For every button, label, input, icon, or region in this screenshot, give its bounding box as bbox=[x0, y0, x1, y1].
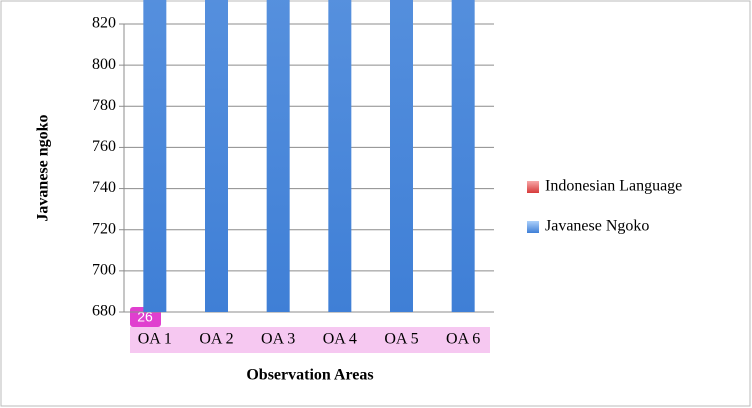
x-tick-label: OA 6 bbox=[446, 331, 480, 348]
bar-segment bbox=[205, 0, 228, 312]
x-tick-label: OA 3 bbox=[261, 331, 295, 348]
bar-segment bbox=[390, 0, 413, 312]
annotation: 26 bbox=[137, 309, 153, 325]
y-tick-label: 680 bbox=[92, 303, 116, 320]
bar-segment bbox=[266, 0, 290, 312]
y-tick-label: 700 bbox=[92, 262, 116, 279]
x-tick-label: OA 4 bbox=[323, 331, 357, 348]
y-tick-label: 800 bbox=[92, 56, 116, 73]
legend-label: Indonesian Language bbox=[545, 178, 682, 195]
legend-label: Javanese Ngoko bbox=[545, 218, 649, 235]
y-tick-label: 720 bbox=[92, 220, 116, 237]
y-tick-label: 740 bbox=[92, 179, 116, 196]
y-tick-label: 820 bbox=[92, 15, 116, 32]
bar-segment bbox=[328, 0, 352, 312]
y-tick-label: 760 bbox=[92, 138, 116, 155]
bar-segment bbox=[451, 0, 475, 312]
label-highlight bbox=[130, 327, 490, 353]
bar-segment bbox=[143, 0, 167, 312]
x-tick-label: OA 5 bbox=[384, 331, 418, 348]
x-tick-label: OA 2 bbox=[199, 331, 233, 348]
legend-swatch bbox=[527, 181, 539, 193]
y-tick-label: 780 bbox=[92, 97, 116, 114]
x-axis-title: Observation Areas bbox=[246, 367, 373, 384]
y-axis-title: Javanese ngoko bbox=[35, 114, 52, 221]
legend-swatch bbox=[527, 221, 539, 233]
x-tick-label: OA 1 bbox=[138, 331, 172, 348]
